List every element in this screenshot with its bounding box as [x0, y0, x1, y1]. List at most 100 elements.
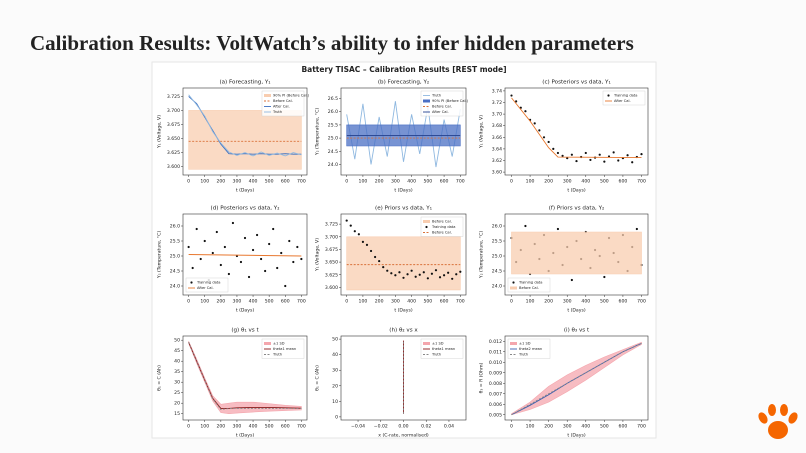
data-point — [515, 100, 518, 103]
x-tick-label: 200 — [216, 299, 225, 305]
data-point — [386, 269, 389, 272]
data-point — [382, 266, 385, 269]
data-point — [422, 271, 425, 274]
data-point — [264, 269, 267, 273]
data-point — [191, 266, 194, 270]
y-tick-label: 25.0 — [492, 254, 502, 260]
y-tick-label: 3.600 — [325, 285, 338, 291]
y-tick-label: 3.700 — [167, 108, 180, 114]
axes-frame — [182, 87, 308, 176]
legend-label: Training data — [518, 281, 542, 285]
data-point — [561, 154, 564, 157]
x-tick-label: 700 — [637, 299, 646, 305]
subplot-title: (e) Priors vs data, Y₁ — [375, 206, 432, 212]
data-point — [640, 153, 643, 156]
y-tick-label: 25.0 — [170, 254, 180, 260]
y-tick-label: 3.650 — [325, 260, 338, 266]
legend-label: Before Cal. — [519, 286, 539, 290]
x-tick-label: 300 — [233, 179, 242, 185]
data-point — [378, 259, 381, 263]
x-tick-label: 600 — [440, 179, 449, 185]
data-point — [533, 122, 536, 125]
data-point — [251, 248, 255, 252]
y-tick-label: 40 — [174, 359, 180, 365]
x-tick-label: 700 — [456, 299, 465, 305]
y-tick-label: 0.010 — [489, 360, 502, 366]
data-point — [373, 255, 377, 259]
y-tick-label: 25.0 — [328, 136, 338, 142]
x-tick-label: 500 — [600, 299, 609, 305]
y-tick-label: 3.675 — [167, 122, 180, 128]
y-tick-label: 3.72 — [492, 100, 502, 106]
axes-frame — [340, 213, 467, 296]
legend-label: Truth — [518, 353, 528, 357]
legend-swatch — [264, 94, 271, 97]
subplot-title: (g) θ₁ vs t — [231, 328, 259, 334]
data-point — [227, 272, 230, 276]
x-tick-label: 0 — [345, 299, 348, 305]
data-point — [247, 275, 251, 279]
legend-box — [185, 277, 229, 293]
y-tick-label: 25.5 — [492, 239, 502, 245]
x-tick-label: 500 — [265, 424, 274, 430]
x-axis-label: t (Days) — [567, 433, 586, 439]
plot-area — [188, 341, 302, 415]
data-point — [584, 151, 587, 155]
y-tick-label: 26.0 — [328, 109, 338, 115]
y-tick-label: 3.675 — [325, 247, 338, 253]
x-tick-label: 0 — [187, 424, 190, 430]
legend-swatch — [512, 281, 515, 284]
legend-swatch — [510, 286, 517, 290]
data-point — [361, 240, 365, 243]
x-tick-label: 700 — [637, 424, 646, 430]
x-axis-label: t (Days) — [236, 308, 255, 314]
data-point — [434, 269, 438, 272]
subplot: (c) Posteriors vs data, Y₁ t (Days) Y₁ (Vo… — [479, 80, 649, 194]
subplot: (i) θ₃ vs t t (Days) θ₃ = R (Ohm) 0 100 200 30… — [479, 328, 649, 439]
line — [188, 254, 302, 257]
subplot-title: (i) θ₃ vs t — [564, 328, 590, 334]
legend-label: Truth — [272, 110, 282, 114]
x-tick-label: 600 — [619, 179, 628, 185]
x-tick-label: 400 — [249, 299, 258, 305]
data-point — [276, 266, 279, 270]
x-tick-label: 400 — [249, 424, 258, 430]
y-tick-label: 0.012 — [489, 339, 502, 345]
x-tick-label: 400 — [581, 179, 590, 185]
data-point — [570, 153, 573, 156]
line — [511, 342, 642, 416]
y-tick-label: 3.64 — [492, 146, 502, 152]
x-tick-label: 100 — [200, 424, 209, 430]
data-point — [438, 276, 442, 279]
line — [188, 94, 302, 157]
data-point — [589, 158, 592, 162]
data-point — [538, 129, 541, 132]
data-point — [430, 272, 434, 275]
data-point — [255, 233, 259, 237]
y-tick-label: 3.725 — [325, 222, 338, 228]
data-point — [349, 224, 352, 227]
x-tick-label: 700 — [456, 179, 465, 185]
y-tick-label: 24.5 — [170, 269, 180, 275]
legend-label: Before Cal. — [432, 220, 452, 224]
y-tick-label: 0 — [335, 414, 338, 420]
y-axis-label: Y₁ (Voltage, V) — [479, 115, 485, 149]
y-tick-label: 24.5 — [492, 269, 502, 275]
legend-label: Before Cal. — [432, 105, 452, 109]
x-tick-label: 0.00 — [398, 424, 408, 430]
x-tick-label: 200 — [375, 179, 384, 185]
x-tick-label: 400 — [407, 299, 416, 305]
legend-label: After Cal. — [432, 110, 449, 114]
x-tick-label: 500 — [600, 179, 609, 185]
y-axis-label: Y₂ (Temperature, °C) — [315, 108, 321, 156]
plot-area — [510, 94, 643, 164]
y-tick-label: 0.007 — [489, 391, 502, 397]
y-tick-label: 3.66 — [492, 135, 502, 141]
x-tick-label: 0.04 — [444, 424, 454, 430]
